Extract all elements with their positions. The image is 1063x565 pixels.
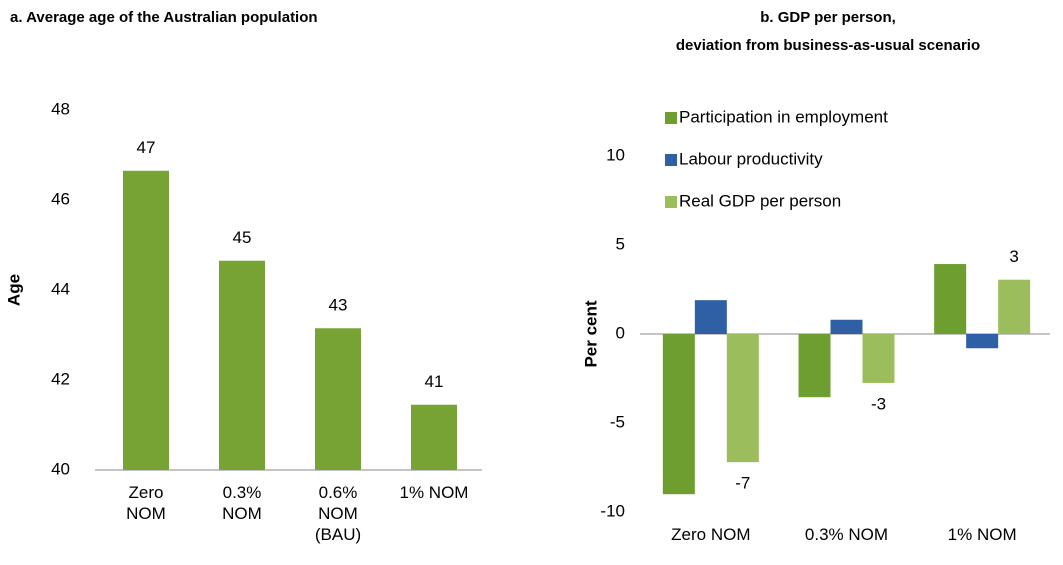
chart-title: a. Average age of the Australian populat… [10, 9, 318, 26]
x-tick-label: 0.6% NOM (BAU) [314, 483, 362, 544]
value-label: 43 [329, 296, 348, 315]
legend-swatch [665, 112, 677, 124]
value-label: 3 [1009, 247, 1018, 266]
bar [662, 334, 695, 495]
y-tick-label: 40 [51, 459, 70, 478]
y-tick-label: 44 [51, 279, 70, 298]
legend-swatch [665, 196, 677, 208]
value-label: 47 [137, 138, 156, 157]
y-tick-label: 5 [616, 234, 625, 253]
value-label: -7 [735, 474, 750, 493]
x-tick-label: 0.3% NOM [804, 525, 889, 544]
value-label: 41 [425, 372, 444, 391]
bar [998, 279, 1031, 334]
y-tick-label: 0 [616, 323, 625, 342]
x-tick-label: 1% NOM [947, 525, 1017, 544]
bar [862, 334, 895, 383]
bar [798, 334, 831, 398]
y-tick-label: -10 [600, 501, 625, 520]
y-tick-label: 46 [51, 189, 70, 208]
bar [726, 334, 759, 463]
value-label: -3 [871, 394, 886, 413]
bar [123, 170, 169, 470]
bar [411, 404, 457, 470]
y-axis-label: Per cent [581, 300, 600, 367]
x-tick-label: Zero NOM [126, 483, 166, 523]
x-tick-label: 0.3% NOM [222, 483, 262, 523]
y-tick-label: -5 [610, 412, 625, 431]
x-tick-label: 1% NOM [399, 483, 469, 502]
bar [694, 300, 727, 334]
chart-subtitle: deviation from business-as-usual scenari… [676, 37, 980, 54]
legend-label: Labour productivity [679, 149, 823, 168]
legend-label: Participation in employment [679, 107, 888, 126]
value-label: 45 [233, 228, 252, 247]
bar [830, 319, 863, 334]
bar [219, 260, 265, 470]
y-axis-label: Age [4, 274, 23, 306]
y-tick-label: 42 [51, 369, 70, 388]
bar [315, 328, 361, 470]
chart-title: b. GDP per person, [760, 9, 896, 26]
y-tick-label: 10 [606, 145, 625, 164]
bar [934, 264, 967, 334]
bar [966, 334, 999, 349]
legend-swatch [665, 154, 677, 166]
y-tick-label: 48 [51, 99, 70, 118]
x-tick-label: Zero NOM [671, 525, 751, 544]
legend-label: Real GDP per person [679, 191, 841, 210]
